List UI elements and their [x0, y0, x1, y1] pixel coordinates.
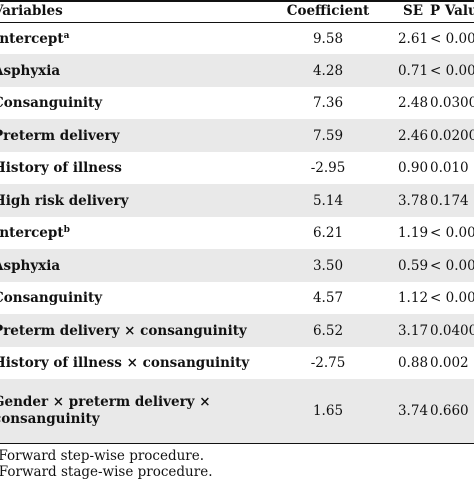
table-header: Variables Coefficient SE P Value	[0, 0, 474, 22]
variable-cell: History of illness × consanguinity	[0, 355, 250, 371]
variable-name-line-2: consanguinity	[0, 411, 100, 427]
p-value-cell: < 0.001	[430, 30, 474, 47]
header-variables: Variables	[0, 3, 63, 19]
se-cell: 0.90	[397, 160, 429, 176]
variable-cell: Intercepta	[0, 31, 69, 47]
table-row: Interceptb 6.21 1.19 < 0.001	[0, 217, 474, 249]
se-cell: 1.12	[397, 290, 429, 306]
variable-name: Intercept	[0, 225, 64, 241]
header-se: SE	[402, 3, 424, 19]
header-coefficient: Coefficient	[286, 3, 370, 19]
table-bottom-rule	[0, 443, 474, 444]
variable-cell: Gender × preterm delivery × consanguinity	[0, 394, 211, 428]
p-value-cell: < 0.001	[430, 257, 474, 274]
coefficient-cell: 7.36	[312, 95, 344, 111]
variable-cell: Preterm delivery × consanguinity	[0, 322, 247, 339]
footnote-text: Forward step-wise procedure.	[0, 448, 205, 464]
p-value-cell: 0.002	[430, 355, 469, 371]
table-row: Gender × preterm delivery × consanguinity…	[0, 379, 474, 443]
coefficient-cell: 6.21	[312, 225, 344, 241]
table-top-rule	[0, 0, 474, 2]
table-row: History of illness × consanguinity -2.75…	[0, 347, 474, 379]
p-value-cell: 0.0300	[430, 95, 474, 111]
se-cell: 2.46	[397, 127, 429, 144]
variable-cell: Consanguinity	[0, 290, 103, 306]
p-value-cell: 0.0200	[430, 127, 474, 144]
table-row: Consanguinity 4.57 1.12 < 0.001	[0, 282, 474, 314]
coefficient-cell: 3.50	[312, 257, 344, 274]
variable-name: Intercept	[0, 30, 64, 47]
header-rule	[0, 22, 474, 23]
p-value-cell: < 0.001	[430, 290, 474, 306]
variable-cell: Asphyxia	[0, 257, 61, 274]
coefficient-cell: 9.58	[312, 30, 344, 47]
table-row: High risk delivery 5.14 3.78 0.174	[0, 184, 474, 217]
footnote-marker: a	[63, 30, 70, 41]
p-value-cell: 0.174	[430, 192, 469, 209]
se-cell: 3.78	[397, 192, 429, 209]
footnote-a: aForward step-wise procedure.	[0, 448, 204, 464]
variable-cell: Interceptb	[0, 225, 70, 241]
table-row: Asphyxia 3.50 0.59 < 0.001	[0, 249, 474, 282]
coefficient-cell: 4.57	[312, 290, 344, 306]
footnote-b: bForward stage-wise procedure.	[0, 464, 213, 480]
coefficient-cell: 1.65	[312, 403, 344, 419]
table-row: Preterm delivery × consanguinity 6.52 3.…	[0, 314, 474, 347]
variable-name-line-1: Gender × preterm delivery ×	[0, 394, 211, 410]
variable-cell: History of illness	[0, 160, 122, 176]
se-cell: 0.59	[397, 257, 429, 274]
footnote-text: Forward stage-wise procedure.	[0, 464, 213, 480]
coefficient-cell: -2.95	[310, 160, 346, 176]
table-row: Preterm delivery 7.59 2.46 0.0200	[0, 119, 474, 152]
p-value-cell: 0.010	[430, 160, 469, 176]
header-p-value: P Value	[430, 3, 474, 19]
p-value-cell: < 0.001	[430, 225, 474, 241]
p-value-cell: 0.0400	[430, 322, 474, 339]
table-row: Intercepta 9.58 2.61 < 0.001	[0, 23, 474, 54]
se-cell: 3.74	[397, 403, 429, 419]
variable-cell: Preterm delivery	[0, 127, 120, 144]
se-cell: 1.19	[397, 225, 429, 241]
coefficient-cell: -2.75	[310, 355, 346, 371]
se-cell: 2.61	[397, 30, 429, 47]
variable-cell: Consanguinity	[0, 95, 103, 111]
variable-cell: Asphyxia	[0, 62, 61, 79]
coefficient-cell: 4.28	[312, 62, 344, 79]
p-value-cell: < 0.001	[430, 62, 474, 79]
footnote-marker: b	[63, 225, 70, 235]
se-cell: 0.88	[397, 355, 429, 371]
variable-cell: High risk delivery	[0, 192, 129, 209]
coefficient-cell: 6.52	[312, 322, 344, 339]
se-cell: 2.48	[397, 95, 429, 111]
coefficient-cell: 5.14	[312, 192, 344, 209]
table-row: Consanguinity 7.36 2.48 0.0300	[0, 87, 474, 119]
coefficient-cell: 7.59	[312, 127, 344, 144]
se-cell: 0.71	[397, 62, 429, 79]
p-value-cell: 0.660	[430, 403, 469, 419]
table-row: Asphyxia 4.28 0.71 < 0.001	[0, 54, 474, 87]
table-row: History of illness -2.95 0.90 0.010	[0, 152, 474, 184]
se-cell: 3.17	[397, 322, 429, 339]
